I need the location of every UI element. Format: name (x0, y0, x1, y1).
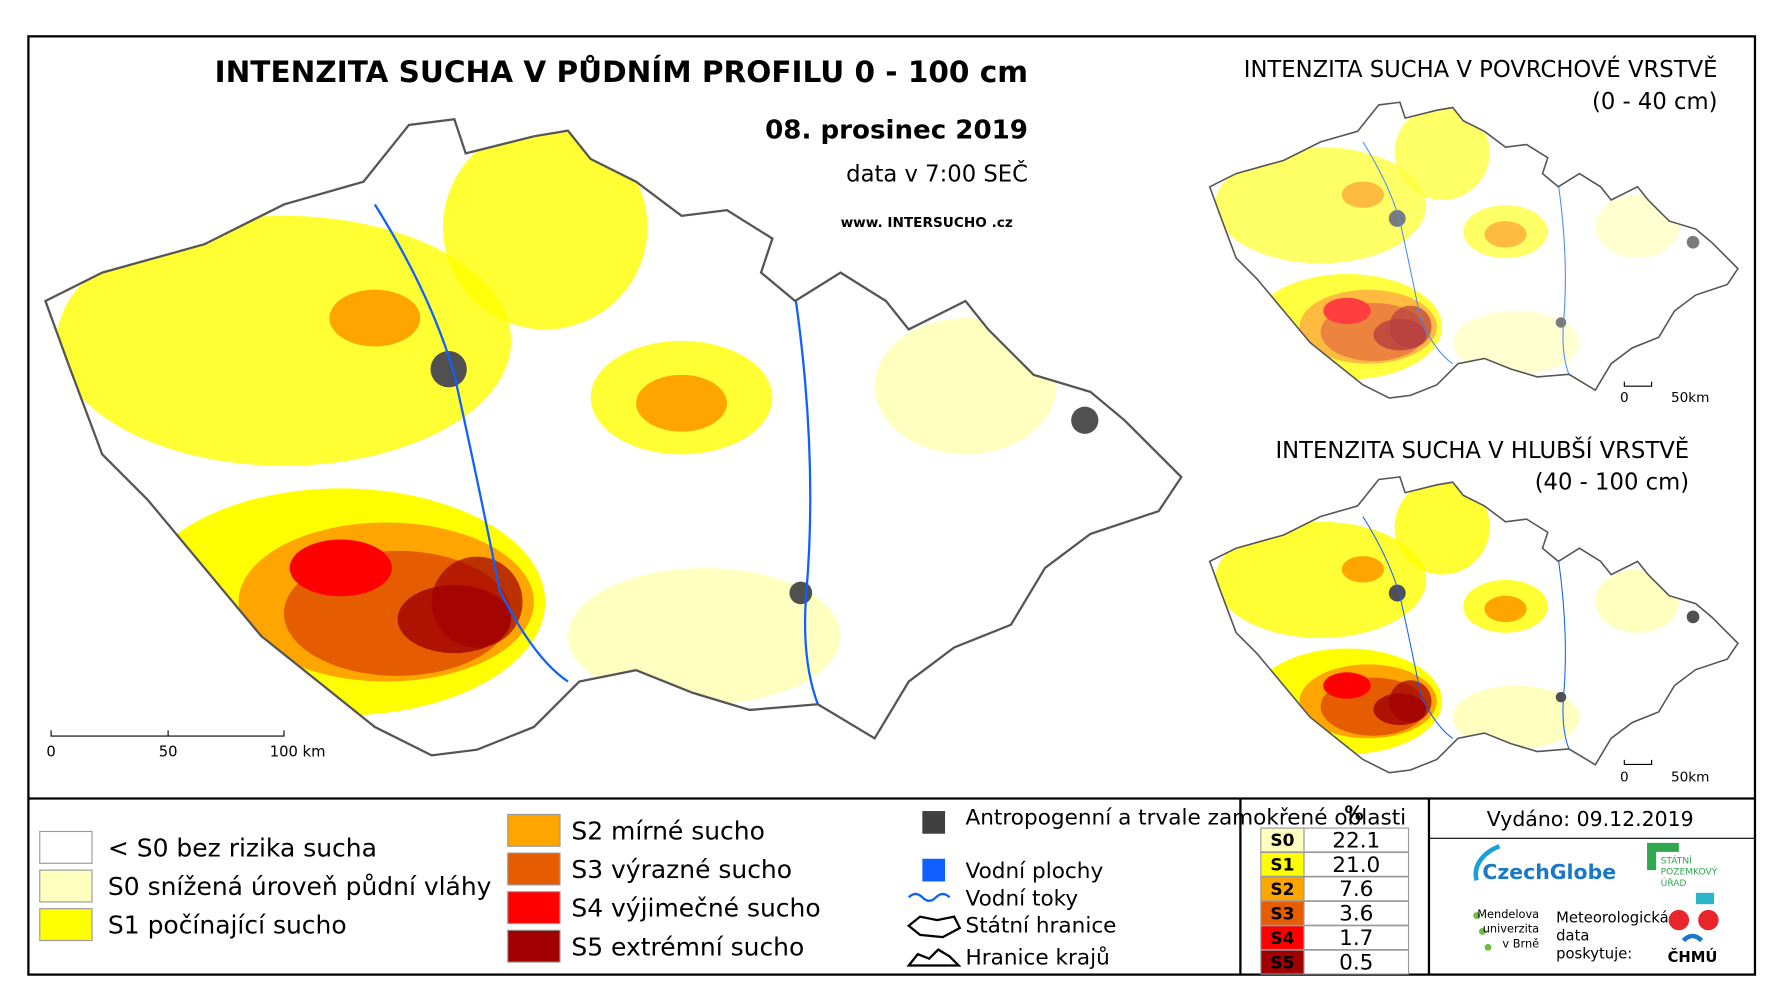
label: www. (841, 215, 883, 231)
scale-inset: 0 50km (1620, 381, 1710, 406)
label: Hranice krajů (966, 945, 1110, 970)
legend-label: S4 výjimečné sucho (571, 894, 820, 923)
legend-swatch (507, 813, 561, 847)
table-value-cell (1303, 949, 1410, 975)
legend-label: S1 počínající sucho (108, 911, 347, 940)
label: 0 (1620, 769, 1629, 785)
scale-main: 0 50 100 km (46, 730, 326, 761)
label: ÚŘAD (1661, 877, 1687, 889)
table-value: 0.5 (1339, 950, 1373, 975)
legend: < S0 bez rizika sucha S0 snížená úroveň p… (39, 813, 821, 963)
table-value: 22.1 (1332, 828, 1380, 853)
table-class: S2 (1270, 880, 1294, 900)
date: 08. prosinec 2019 (765, 116, 1028, 146)
inset-subtitle: (40 - 100 cm) (1535, 470, 1689, 496)
table-value: 7.6 (1339, 877, 1373, 902)
legend-swatch (39, 869, 93, 903)
table-class: S5 (1270, 953, 1294, 973)
label: Vydáno: 09.12.2019 (1487, 807, 1694, 831)
symbol-legend: Antropogenní a trvale zamokřené oblasti … (906, 806, 1407, 970)
table-class: S3 (1270, 905, 1294, 925)
legend-swatch (507, 891, 561, 925)
table-value: 1.7 (1339, 926, 1373, 951)
label: 50 (159, 744, 178, 761)
label: v Brně (1502, 936, 1539, 950)
legend-label: < S0 bez rizika sucha (108, 833, 377, 862)
legend-label: S2 mírné sucho (571, 816, 765, 845)
footer: Vydáno: 09.12.2019 CzechGlobe STÁTNÍ POZE… (1473, 807, 1719, 966)
label: Státní hranice (966, 914, 1117, 939)
svg-text:Antropogenní a trvale zamokřen: Antropogenní a trvale zamokřené oblasti (966, 806, 1407, 831)
table-header: % (1344, 802, 1363, 825)
percent-table: % S0 22.1 S1 21.0 S2 7.6 S3 3.6 S4 1.7 S5 0.5 (1260, 802, 1410, 975)
label: ČHMÚ (1668, 948, 1718, 966)
table-class: S4 (1270, 929, 1294, 949)
label: 0 (46, 744, 55, 761)
label: INTERSUCHO (887, 215, 986, 231)
label: STÁTNÍ (1661, 854, 1692, 866)
label: 50km (1671, 769, 1710, 785)
legend-swatch (39, 830, 93, 864)
label: POZEMKOVÝ (1661, 866, 1718, 878)
legend-label: S0 snížená úroveň půdní vláhy (108, 872, 492, 901)
table-class: S0 (1270, 831, 1294, 851)
legend-swatch (507, 929, 561, 963)
inset-title: INTENZITA SUCHA V POVRCHOVÉ VRSTVĚ (1244, 55, 1718, 83)
legend-swatch (39, 908, 93, 942)
time: data v 7:00 SEČ (846, 160, 1028, 188)
label: .cz (992, 215, 1013, 231)
title: INTENZITA SUCHA V PŮDNÍM PROFILU 0 - 100… (215, 53, 1028, 89)
inset-subtitle: (0 - 40 cm) (1592, 89, 1718, 115)
label: 0 (1620, 390, 1629, 406)
label: CzechGlobe (1482, 860, 1616, 884)
legend-label: S3 výrazné sucho (571, 855, 792, 884)
label: Vodní plochy (966, 859, 1104, 884)
label: Meteorologická (1556, 909, 1668, 926)
scale-inset: 0 50km (1620, 759, 1710, 785)
label: poskytuje: (1556, 946, 1632, 963)
label: Mendelova (1477, 907, 1539, 921)
table-class: S1 (1270, 856, 1294, 876)
label: Antropogenní a trvale zamokřené oblasti (966, 806, 1407, 831)
label: 50km (1671, 390, 1710, 406)
inset-title: INTENZITA SUCHA V HLUBŠÍ VRSTVĚ (1275, 436, 1689, 464)
label: Vodní toky (966, 886, 1079, 911)
table-value: 21.0 (1332, 853, 1380, 878)
label: 100 km (270, 744, 326, 761)
table-value: 3.6 (1339, 902, 1373, 927)
label: univerzita (1483, 922, 1539, 936)
label: data (1556, 928, 1589, 945)
legend-label: S5 extrémní sucho (571, 932, 804, 961)
web: www. INTERSUCHO .cz (841, 215, 1013, 231)
legend-swatch (507, 852, 561, 886)
